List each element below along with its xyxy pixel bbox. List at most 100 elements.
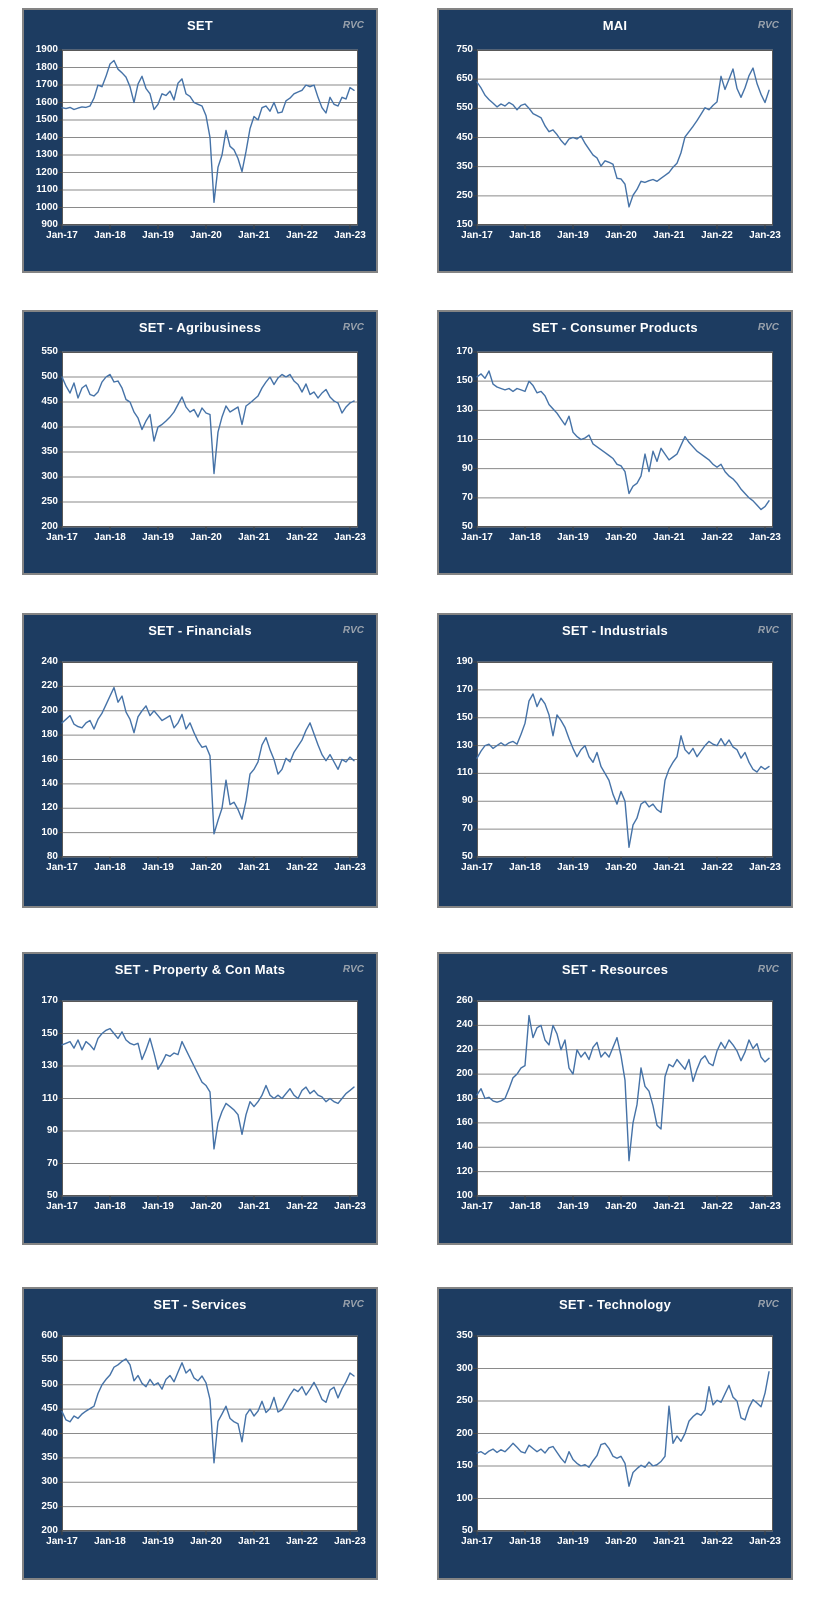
y-axis-label: 250 [41,1500,58,1512]
chart-title: SET - Agribusiness [138,320,262,335]
x-axis-label: Jan-20 [190,1201,222,1212]
x-axis-label: Jan-23 [334,1201,366,1212]
y-axis-label: 220 [456,1043,473,1055]
x-axis-label: Jan-17 [461,1536,493,1547]
x-axis-label: Jan-18 [94,532,126,543]
y-axis-label: 1200 [35,166,58,178]
index-line-series [476,67,770,208]
x-axis-label: Jan-18 [94,862,126,873]
x-axis-label: Jan-21 [238,1201,270,1212]
plot-border [62,352,358,527]
y-axis-label: 550 [41,346,58,357]
chart-title: SET - Industrials [562,623,668,638]
x-axis-label: Jan-20 [190,1536,222,1547]
x-axis-label: Jan-18 [509,1201,541,1212]
index-line-series [61,1027,355,1150]
plot-border [477,662,773,857]
y-axis-label: 1500 [35,114,58,125]
x-axis-label: Jan-21 [653,1201,685,1212]
y-axis-label: 140 [456,1141,473,1153]
y-axis-label: 1800 [35,61,58,73]
chart-panel: SET - Services RVC 600 550 500 450 400 350 300 25… [22,1287,378,1580]
line-chart-svg [58,1000,358,1200]
line-chart-svg [58,661,358,861]
rvc-watermark: RVC [757,1299,779,1310]
y-axis-label: 550 [456,102,473,114]
x-axis-label: Jan-19 [557,532,589,543]
line-chart-svg [473,661,773,861]
x-axis-label: Jan-19 [142,532,174,543]
line-chart-svg [58,49,358,229]
plot-border [62,1336,358,1531]
y-axis-label: 150 [456,219,473,230]
y-axis-label: 100 [456,1492,473,1504]
line-chart-svg [473,1335,773,1535]
y-axis-label: 180 [41,729,58,741]
y-axis-label: 100 [41,826,58,838]
line-chart-svg [58,351,358,531]
y-axis-label: 240 [456,1019,473,1031]
chart-panel: SET - Agribusiness RVC 550 500 450 400 350 300 2… [22,310,378,575]
x-axis-label: Jan-23 [334,862,366,873]
x-axis-label: Jan-19 [557,1201,589,1212]
line-chart-svg [58,1335,358,1535]
y-axis-label: 450 [41,396,58,407]
x-axis-label: Jan-21 [653,862,685,873]
y-axis-label: 500 [41,371,58,382]
y-axis-label: 90 [461,795,473,807]
plot-area [473,49,773,229]
y-axis-label: 300 [41,1476,58,1488]
index-line-series [61,373,355,475]
x-axis-label: Jan-19 [142,862,174,873]
x-axis-label: Jan-22 [286,1536,318,1547]
x-axis-label: Jan-22 [701,1201,733,1212]
x-axis-label: Jan-22 [286,532,318,543]
x-axis-label: Jan-21 [238,862,270,873]
index-line-series [476,693,770,849]
rvc-watermark: RVC [757,964,779,975]
rvc-watermark: RVC [342,1299,364,1310]
x-axis-label: Jan-17 [461,862,493,873]
y-axis-label: 1300 [35,149,58,160]
x-axis-label: Jan-20 [190,230,222,241]
y-axis-label: 150 [41,1027,58,1039]
x-axis-label: Jan-21 [653,532,685,543]
y-axis-label: 1700 [35,79,58,90]
index-line-series [61,686,355,835]
x-axis-label: Jan-17 [46,1201,78,1212]
y-axis-label: 160 [41,753,58,765]
y-axis-label: 70 [461,491,473,503]
y-axis-label: 130 [41,1060,58,1071]
rvc-watermark: RVC [757,625,779,636]
x-axis-label: Jan-23 [749,532,781,543]
x-axis-label: Jan-20 [605,532,637,543]
x-axis-label: Jan-18 [94,230,126,241]
index-line-series [476,1371,770,1487]
y-axis-label: 110 [41,1092,58,1104]
x-axis-label: Jan-23 [749,230,781,241]
y-axis-label: 350 [456,1330,473,1341]
index-line-series [61,1358,355,1464]
chart-title: SET [187,18,213,33]
y-axis-label: 50 [461,521,473,532]
rvc-watermark: RVC [757,20,779,31]
x-axis-label: Jan-20 [605,1201,637,1212]
x-axis-label: Jan-20 [605,862,637,873]
y-axis-label: 130 [456,404,473,416]
x-axis-label: Jan-23 [334,230,366,241]
y-axis-label: 240 [41,656,58,667]
y-axis-label: 150 [456,1460,473,1471]
x-axis-label: Jan-17 [461,1201,493,1212]
plot-area [473,661,773,861]
y-axis-label: 350 [41,446,58,457]
y-axis-label: 200 [41,704,58,716]
y-axis-label: 170 [41,995,58,1006]
chart-title: SET - Resources [561,962,669,977]
index-line-series [476,1014,770,1162]
y-axis-label: 50 [461,851,473,862]
line-chart-svg [473,351,773,531]
y-axis-label: 550 [41,1354,58,1366]
x-axis-label: Jan-19 [142,1201,174,1212]
x-axis-label: Jan-19 [557,230,589,241]
x-axis-label: Jan-23 [334,1536,366,1547]
